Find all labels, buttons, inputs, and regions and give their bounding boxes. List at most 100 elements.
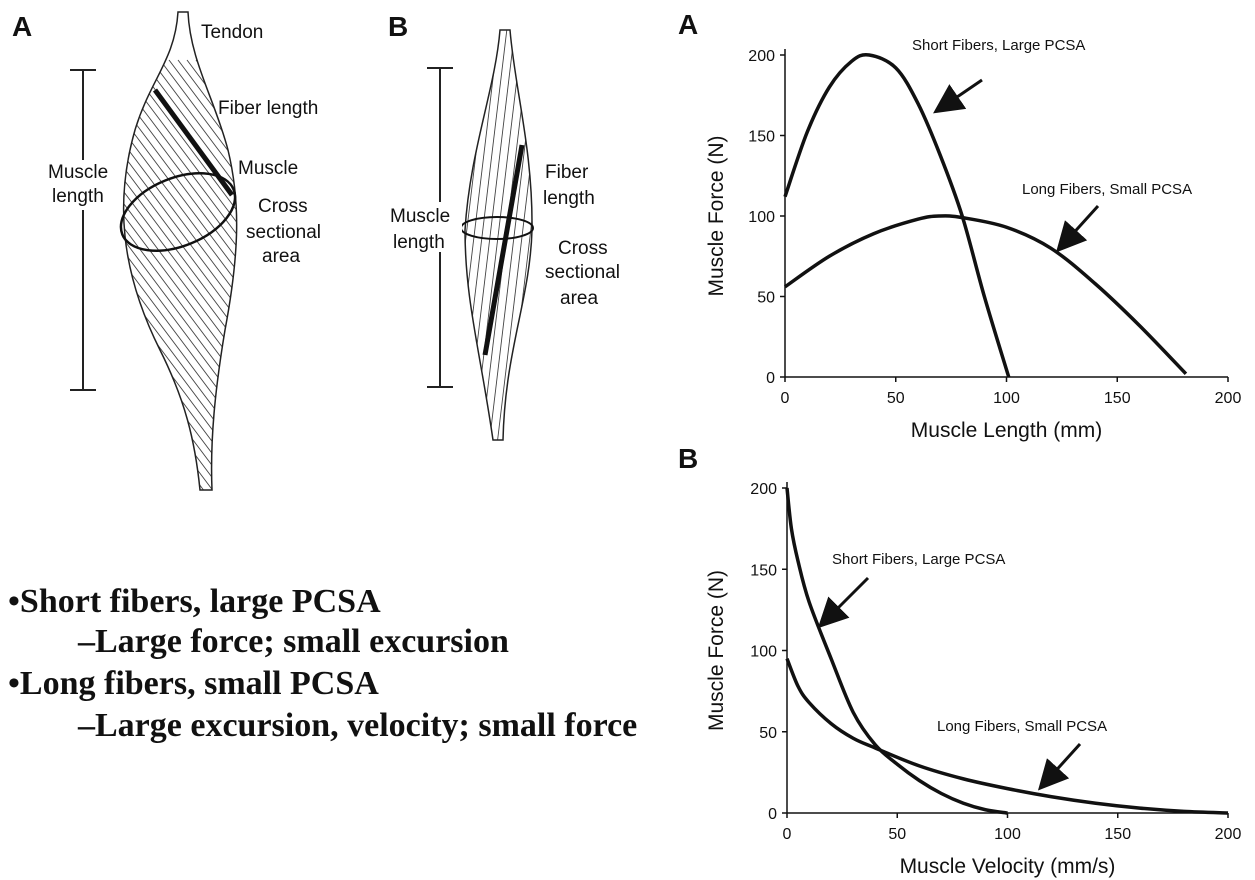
hatch-line: [123, 59, 221, 490]
hatch-line: [123, 59, 237, 490]
x-tick-label: 200: [1215, 826, 1242, 843]
y-tick-label: 200: [750, 481, 777, 498]
x-tick-label: 0: [783, 826, 792, 843]
hatch-line: [123, 59, 131, 490]
fiber-hatching: [88, 20, 533, 450]
hatch-line: [123, 59, 237, 490]
hatch-line: [241, 60, 571, 500]
hatch-line: [123, 59, 237, 490]
sub-bullet: –Large excursion, velocity; small force: [77, 707, 637, 744]
hatch-line: [123, 59, 237, 490]
label: Cross: [258, 196, 308, 217]
line-series: [784, 214, 1188, 375]
x-tick-label: 150: [1104, 826, 1131, 843]
label: Tendon: [201, 22, 263, 43]
hatch-line: [123, 59, 237, 490]
arrows: [817, 78, 1100, 791]
x-axis-label: Muscle Length (mm): [911, 419, 1102, 442]
hatch-line: [123, 59, 237, 490]
hatch-line: [204, 59, 237, 490]
hatch-line: [123, 59, 237, 490]
y-tick-label: 200: [748, 48, 775, 65]
hatch-line: [336, 20, 388, 450]
x-tick-label: 100: [994, 826, 1021, 843]
hatch-line: [123, 59, 237, 490]
hatch-line: [123, 59, 149, 490]
hatch-line: [88, 20, 140, 450]
y-tick-label: 150: [748, 129, 775, 146]
label: length: [543, 188, 595, 209]
x-tick-label: 50: [887, 390, 905, 407]
line-series: [785, 657, 1229, 815]
hatch-line: [104, 20, 156, 450]
label: Fiber length: [218, 98, 318, 119]
hatch-line: [231, 59, 237, 490]
panel-letter: B: [388, 11, 408, 42]
arrow: [817, 576, 870, 629]
hatch-line: [150, 59, 237, 490]
hatch-line: [123, 59, 176, 490]
hatch-line: [123, 59, 237, 490]
hatch-line: [123, 59, 237, 490]
hatch-line: [177, 59, 237, 490]
bullet-list: •Short fibers, large PCSA –Large force; …: [8, 583, 637, 744]
cross-section: [460, 216, 534, 240]
hatch-line: [320, 20, 372, 450]
hatch-line: [123, 59, 237, 490]
series-label: Short Fibers, Large PCSA: [832, 551, 1005, 568]
label-bg: [44, 160, 120, 210]
hatch-line: [123, 59, 237, 490]
y-tick-label: 0: [766, 370, 775, 387]
label: Muscle: [390, 206, 450, 227]
label: area: [560, 288, 598, 309]
y-tick-label: 0: [768, 806, 777, 823]
chart: B 0 50 100 150 200 0 50 100 150 200 Muscle Velocity…: [678, 443, 1241, 878]
fiber-line: [482, 144, 525, 356]
y-axis-label: Muscle Force (N): [705, 135, 728, 296]
hatch-line: [123, 59, 237, 490]
y-tick-label: 100: [748, 209, 775, 226]
series-label: Long Fibers, Small PCSA: [937, 718, 1107, 735]
hatch-line: [471, 30, 525, 440]
y-tick-label: 50: [757, 290, 775, 307]
muscle-diagram-b: B Fiber length Cross sectional area Musc…: [88, 11, 620, 450]
hatch-line: [159, 59, 237, 490]
chart: A 0 50 100 150 200 0 50 100 150 200 Muscle Length (…: [678, 9, 1241, 442]
hatch-line: [168, 59, 237, 490]
hatch-line: [259, 60, 589, 500]
y-tick-label: 50: [759, 725, 777, 742]
bullet: •Short fibers, large PCSA: [8, 583, 381, 620]
muscle-outline: [464, 29, 533, 441]
label: Cross: [558, 238, 608, 259]
x-tick-label: 0: [781, 390, 790, 407]
x-tick-label: 100: [993, 390, 1020, 407]
hatch-line: [465, 30, 501, 440]
panel-letter: A: [12, 11, 32, 42]
hatch-line: [123, 59, 237, 490]
label: sectional: [246, 222, 321, 243]
hatch-line: [123, 59, 237, 490]
hatch-line: [123, 59, 237, 490]
series-label: Long Fibers, Small PCSA: [1022, 181, 1192, 198]
hatch-line: [503, 30, 533, 440]
arrow: [1037, 742, 1082, 791]
y-tick-label: 150: [750, 562, 777, 579]
x-tick-label: 150: [1104, 390, 1131, 407]
arrow: [933, 78, 983, 114]
hatch-line: [160, 20, 212, 450]
chart-title: B: [678, 443, 698, 474]
label: Fiber: [545, 162, 589, 183]
hatch-line: [123, 59, 237, 490]
line-series: [783, 52, 1011, 378]
hatch-line: [123, 59, 237, 490]
hatch-line: [136, 20, 188, 450]
label: Muscle: [48, 162, 108, 183]
series-label: Short Fibers, Large PCSA: [912, 37, 1085, 54]
hatch-line: [328, 20, 380, 450]
hatch-line: [465, 30, 509, 440]
arrow: [1055, 204, 1100, 253]
label-bg: [386, 202, 462, 252]
label: length: [52, 186, 104, 207]
x-tick-label: 50: [888, 826, 906, 843]
x-axis-label: Muscle Velocity (mm/s): [900, 855, 1116, 878]
